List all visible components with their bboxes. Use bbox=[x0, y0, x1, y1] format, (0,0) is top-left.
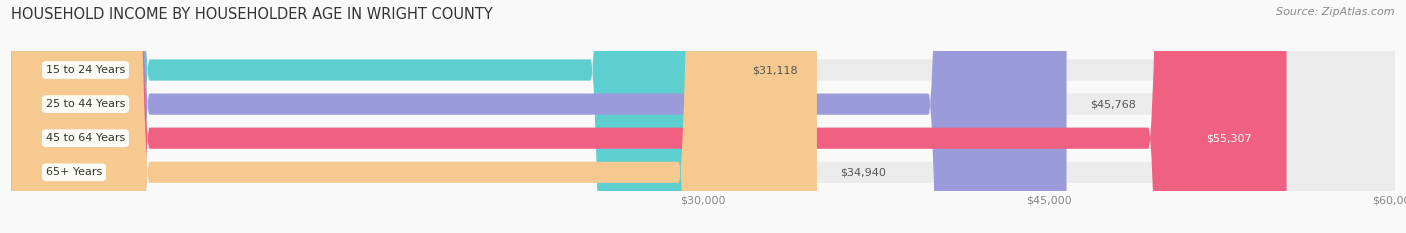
Text: Source: ZipAtlas.com: Source: ZipAtlas.com bbox=[1277, 7, 1395, 17]
FancyBboxPatch shape bbox=[11, 0, 1067, 233]
FancyBboxPatch shape bbox=[11, 0, 1395, 233]
Text: 25 to 44 Years: 25 to 44 Years bbox=[46, 99, 125, 109]
Text: $34,940: $34,940 bbox=[839, 167, 886, 177]
Text: 15 to 24 Years: 15 to 24 Years bbox=[46, 65, 125, 75]
FancyBboxPatch shape bbox=[11, 0, 1286, 233]
Text: $31,118: $31,118 bbox=[752, 65, 797, 75]
FancyBboxPatch shape bbox=[11, 0, 728, 233]
FancyBboxPatch shape bbox=[11, 0, 817, 233]
Text: $45,768: $45,768 bbox=[1090, 99, 1136, 109]
Text: HOUSEHOLD INCOME BY HOUSEHOLDER AGE IN WRIGHT COUNTY: HOUSEHOLD INCOME BY HOUSEHOLDER AGE IN W… bbox=[11, 7, 494, 22]
FancyBboxPatch shape bbox=[11, 0, 1395, 233]
FancyBboxPatch shape bbox=[11, 0, 1395, 233]
FancyBboxPatch shape bbox=[11, 0, 1395, 233]
Text: $55,307: $55,307 bbox=[1206, 133, 1251, 143]
Text: 65+ Years: 65+ Years bbox=[46, 167, 103, 177]
Text: 45 to 64 Years: 45 to 64 Years bbox=[46, 133, 125, 143]
